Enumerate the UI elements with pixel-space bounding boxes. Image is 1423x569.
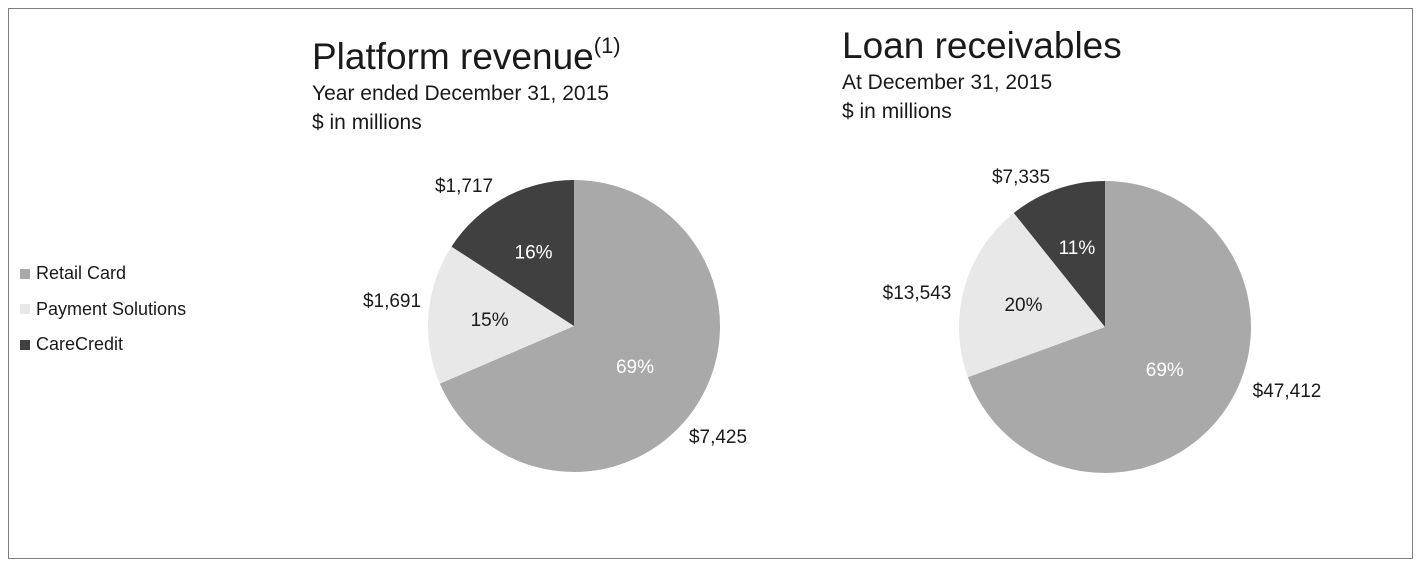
legend-item-carecredit: CareCredit: [20, 327, 186, 363]
loan-receivables-header: Loan receivables At December 31, 2015 $ …: [842, 24, 1122, 126]
platform-revenue-value-label-retail-card: $7,425: [689, 427, 747, 448]
platform-revenue-pct-label-retail-card: 69%: [616, 357, 654, 378]
loan-receivables-slice-retail-card: [967, 181, 1251, 473]
platform-revenue-title-text: Platform revenue: [312, 36, 594, 77]
loan-receivables-slice-payment-solutions: [958, 213, 1105, 378]
legend: Retail Card Payment Solutions CareCredit: [20, 256, 186, 363]
platform-revenue-value-label-carecredit: $1,717: [435, 176, 493, 197]
loan-receivables-units: $ in millions: [842, 100, 952, 123]
legend-swatch-retail-card: [20, 268, 30, 279]
legend-item-payment-solutions: Payment Solutions: [20, 292, 186, 328]
platform-revenue-pct-label-carecredit: 16%: [515, 243, 553, 264]
loan-receivables-subtitle: At December 31, 2015: [842, 71, 1053, 94]
platform-revenue-slice-carecredit: [451, 180, 574, 326]
platform-revenue-slice-retail-card: [439, 180, 720, 472]
legend-label-carecredit: CareCredit: [36, 334, 124, 355]
legend-swatch-carecredit: [20, 339, 30, 350]
platform-revenue-pct-label-payment-solutions: 15%: [471, 310, 509, 331]
loan-receivables-pct-label-carecredit: 11%: [1059, 238, 1096, 259]
legend-label-payment-solutions: Payment Solutions: [36, 298, 187, 319]
loan-receivables-title: Loan receivables: [842, 25, 1122, 66]
platform-revenue-title: Platform revenue(1): [312, 24, 621, 79]
legend-swatch-payment-solutions: [20, 304, 30, 315]
loan-receivables-slice-carecredit: [1013, 181, 1105, 327]
platform-revenue-header: Platform revenue(1) Year ended December …: [312, 24, 621, 137]
loan-receivables-pct-label-payment-solutions: 20%: [1004, 295, 1042, 316]
loan-receivables-value-label-payment-solutions: $13,543: [883, 283, 952, 304]
platform-revenue-value-label-payment-solutions: $1,691: [363, 291, 421, 312]
platform-revenue-units: $ in millions: [312, 111, 422, 134]
platform-revenue-footnote-marker: (1): [593, 33, 621, 58]
platform-revenue-subtitle: Year ended December 31, 2015: [312, 82, 609, 105]
loan-receivables-pct-label-retail-card: 69%: [1146, 360, 1184, 381]
chart-frame: [8, 8, 1413, 559]
loan-receivables-value-label-retail-card: $47,412: [1253, 381, 1322, 402]
legend-label-retail-card: Retail Card: [36, 263, 127, 284]
loan-receivables-value-label-carecredit: $7,335: [992, 167, 1050, 188]
platform-revenue-slice-payment-solutions: [427, 246, 574, 384]
legend-item-retail-card: Retail Card: [20, 256, 186, 292]
